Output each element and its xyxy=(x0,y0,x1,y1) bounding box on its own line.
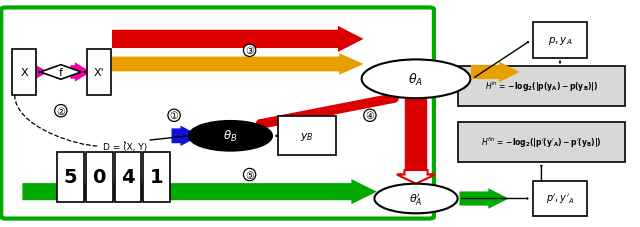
Polygon shape xyxy=(471,62,520,83)
Text: ①: ① xyxy=(170,111,179,121)
Text: $\theta_A'$: $\theta_A'$ xyxy=(409,191,423,207)
Polygon shape xyxy=(460,188,509,209)
Text: 4: 4 xyxy=(121,168,135,187)
Polygon shape xyxy=(397,98,435,183)
FancyBboxPatch shape xyxy=(57,152,84,202)
Ellipse shape xyxy=(189,121,272,151)
Text: $y_B$: $y_B$ xyxy=(300,130,314,142)
FancyBboxPatch shape xyxy=(143,152,170,202)
Text: $H^{in}$ = $\mathbf{-log_2(|p(y_A) - p(y_B)|)}$: $H^{in}$ = $\mathbf{-log_2(|p(y_A) - p(y… xyxy=(484,80,598,94)
Polygon shape xyxy=(40,65,81,80)
FancyBboxPatch shape xyxy=(532,181,588,216)
Polygon shape xyxy=(397,170,435,184)
Text: D = (X, Y): D = (X, Y) xyxy=(102,142,147,151)
Text: X': X' xyxy=(94,68,104,78)
Circle shape xyxy=(362,60,470,99)
Text: ③: ③ xyxy=(245,46,254,56)
Polygon shape xyxy=(70,63,91,82)
Text: ②: ② xyxy=(56,106,65,116)
Text: $\theta_A$: $\theta_A$ xyxy=(408,72,424,87)
FancyBboxPatch shape xyxy=(532,23,588,59)
Polygon shape xyxy=(172,126,200,146)
Text: f: f xyxy=(59,68,63,78)
Text: ④: ④ xyxy=(365,111,374,121)
FancyBboxPatch shape xyxy=(458,67,625,107)
Text: $p', y'_A$: $p', y'_A$ xyxy=(546,192,574,205)
Text: $p, y_A$: $p, y_A$ xyxy=(548,35,572,47)
Polygon shape xyxy=(112,27,364,53)
FancyBboxPatch shape xyxy=(87,50,111,95)
Polygon shape xyxy=(13,62,48,83)
Text: X: X xyxy=(20,68,28,78)
Text: 1: 1 xyxy=(150,168,164,187)
FancyBboxPatch shape xyxy=(278,117,336,155)
Text: ⑤: ⑤ xyxy=(245,170,254,180)
Circle shape xyxy=(374,184,458,213)
Polygon shape xyxy=(112,54,364,75)
Text: $\theta_B$: $\theta_B$ xyxy=(223,129,237,144)
FancyBboxPatch shape xyxy=(115,152,141,202)
FancyBboxPatch shape xyxy=(12,50,36,95)
Text: 0: 0 xyxy=(93,168,106,187)
Polygon shape xyxy=(22,179,377,204)
FancyBboxPatch shape xyxy=(86,152,113,202)
Text: $H^{fin}$ = $\mathbf{-log_2(|p'(y'_A) - p'(y_B)|)}$: $H^{fin}$ = $\mathbf{-log_2(|p'(y'_A) - … xyxy=(481,135,602,150)
Text: 5: 5 xyxy=(63,168,77,187)
FancyBboxPatch shape xyxy=(458,123,625,162)
